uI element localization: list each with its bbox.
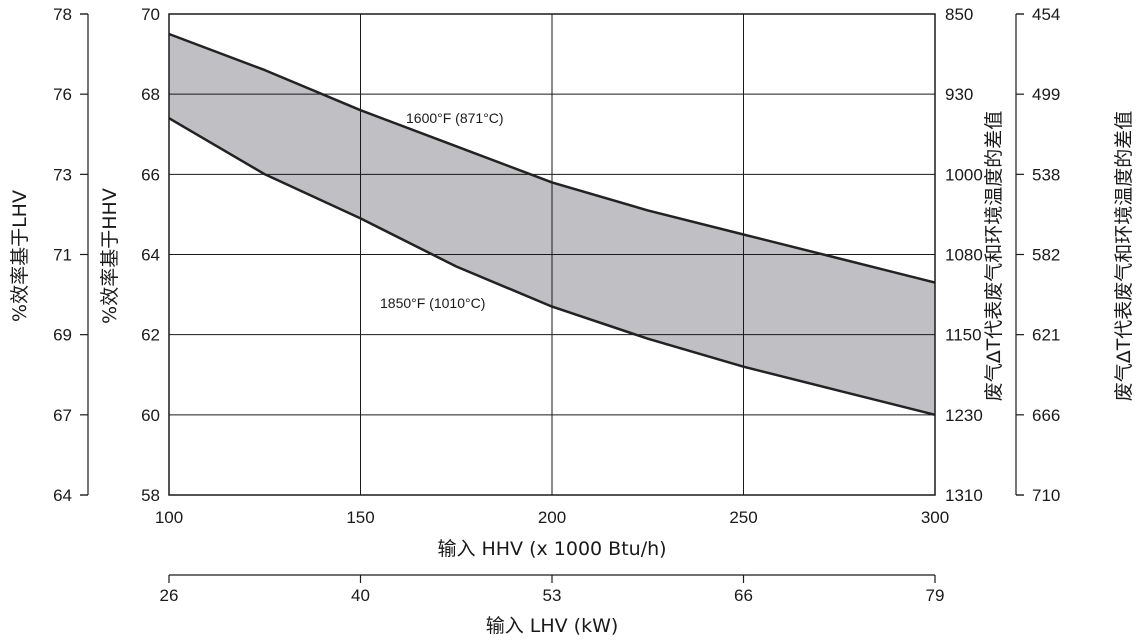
x-axis-title-lhv: 输入 LHV (kW) bbox=[486, 615, 619, 637]
grid-layer bbox=[169, 14, 935, 495]
x-axis-title-hhv: 输入 HHV (x 1000 Btu/h) bbox=[437, 538, 666, 560]
x-tick-lhv: 53 bbox=[543, 586, 562, 605]
y-tick-hhv: 62 bbox=[141, 326, 160, 345]
y-tick-right-outer: 454 bbox=[1032, 5, 1060, 24]
y-tick-lhv: 64 bbox=[53, 486, 72, 505]
y-axis-title-right-inner: 废气ΔT代表废气和环境温度的差值 bbox=[983, 111, 1005, 402]
y-tick-right-outer: 499 bbox=[1032, 85, 1060, 104]
y-tick-right-outer: 538 bbox=[1032, 165, 1060, 184]
series-line-layer bbox=[168, 32, 936, 417]
y-tick-right-inner: 1310 bbox=[945, 486, 983, 505]
y-tick-lhv: 71 bbox=[53, 246, 72, 265]
series-label-1850: 1850°F (1010°C) bbox=[380, 295, 485, 311]
x-tick-lhv: 40 bbox=[351, 586, 370, 605]
y-tick-hhv: 58 bbox=[141, 486, 160, 505]
y-tick-lhv: 69 bbox=[53, 326, 72, 345]
y-tick-lhv: 73 bbox=[53, 165, 72, 184]
y-tick-right-inner: 1230 bbox=[945, 406, 983, 425]
y-tick-right-inner: 850 bbox=[945, 5, 973, 24]
x-tick-hhv: 200 bbox=[538, 508, 566, 527]
y-tick-hhv: 66 bbox=[141, 165, 160, 184]
plot-frame bbox=[168, 13, 936, 496]
y-tick-hhv: 68 bbox=[141, 85, 160, 104]
y-tick-hhv: 60 bbox=[141, 406, 160, 425]
x-tick-hhv: 250 bbox=[729, 508, 757, 527]
x-tick-lhv: 66 bbox=[734, 586, 753, 605]
tick-label-layer: 70 68 66 64 62 60 58 78 76 73 71 69 67 64 850 930 1000 10… bbox=[53, 5, 1060, 605]
y-axis-title-hhv: %效率基于HHV bbox=[99, 188, 121, 324]
y-tick-right-outer: 582 bbox=[1032, 246, 1060, 265]
y-tick-lhv: 78 bbox=[53, 5, 72, 24]
series-line-0 bbox=[168, 32, 936, 284]
series-label-1600: 1600°F (871°C) bbox=[406, 110, 504, 126]
y-tick-right-inner: 1150 bbox=[945, 326, 982, 345]
x-tick-lhv: 26 bbox=[160, 586, 179, 605]
y-tick-lhv: 67 bbox=[53, 406, 72, 425]
y-tick-right-inner: 1080 bbox=[945, 246, 983, 265]
x-tick-hhv: 100 bbox=[155, 508, 183, 527]
x-tick-hhv: 300 bbox=[921, 508, 949, 527]
y-axis-title-right-outer: 废气ΔT代表废气和环境温度的差值 bbox=[1113, 111, 1135, 402]
y-tick-right-inner: 1000 bbox=[945, 165, 983, 184]
y-tick-right-outer: 621 bbox=[1032, 326, 1060, 345]
series-line-1 bbox=[168, 117, 936, 417]
x-tick-lhv: 79 bbox=[926, 586, 945, 605]
y-tick-right-outer: 710 bbox=[1032, 486, 1060, 505]
y-tick-right-outer: 666 bbox=[1032, 406, 1060, 425]
x-tick-hhv: 150 bbox=[346, 508, 374, 527]
y-tick-hhv: 64 bbox=[141, 246, 160, 265]
y-tick-hhv: 70 bbox=[141, 5, 160, 24]
y-tick-lhv: 76 bbox=[53, 85, 72, 104]
y-axis-title-lhv: %效率基于LHV bbox=[9, 190, 31, 322]
y-tick-right-inner: 930 bbox=[945, 85, 973, 104]
